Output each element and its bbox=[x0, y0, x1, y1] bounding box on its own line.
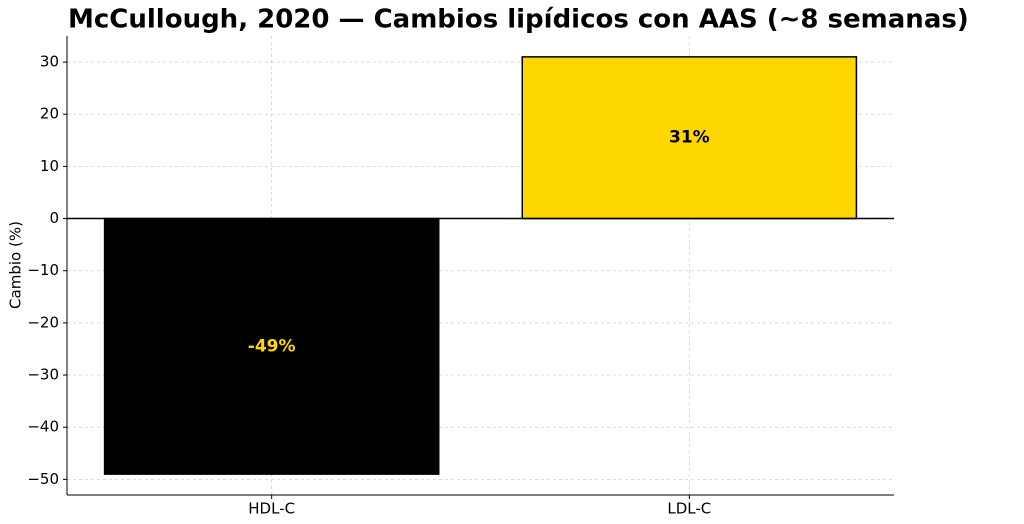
value-label: -49% bbox=[248, 336, 296, 356]
y-tick-label: 0 bbox=[49, 209, 59, 227]
y-axis-label: Cambio (%) bbox=[7, 221, 25, 309]
x-tick-label: HDL-C bbox=[248, 500, 295, 518]
y-tick-label: 20 bbox=[40, 105, 59, 123]
y-tick-label: 10 bbox=[40, 157, 59, 175]
bar bbox=[103, 217, 440, 475]
value-label: 31% bbox=[669, 128, 710, 148]
y-tick-label: 30 bbox=[40, 53, 59, 71]
y-tick-label: −40 bbox=[27, 418, 59, 436]
y-tick-label: −10 bbox=[27, 261, 59, 279]
chart-title: McCullough, 2020 — Cambios lipídicos con… bbox=[68, 5, 969, 35]
x-tick-label: LDL-C bbox=[667, 500, 711, 518]
y-tick-label: −30 bbox=[27, 366, 59, 384]
y-tick-label: −20 bbox=[27, 313, 59, 331]
y-tick-label: −50 bbox=[27, 470, 59, 488]
bar bbox=[521, 56, 858, 220]
